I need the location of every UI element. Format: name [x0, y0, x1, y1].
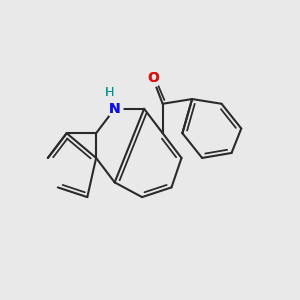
Circle shape: [106, 100, 123, 117]
Text: N: N: [109, 102, 121, 116]
Text: O: O: [147, 71, 159, 85]
Text: H: H: [105, 86, 114, 99]
Text: H: H: [105, 86, 114, 99]
Text: O: O: [147, 71, 159, 85]
Text: N: N: [109, 102, 121, 116]
Circle shape: [145, 70, 161, 87]
